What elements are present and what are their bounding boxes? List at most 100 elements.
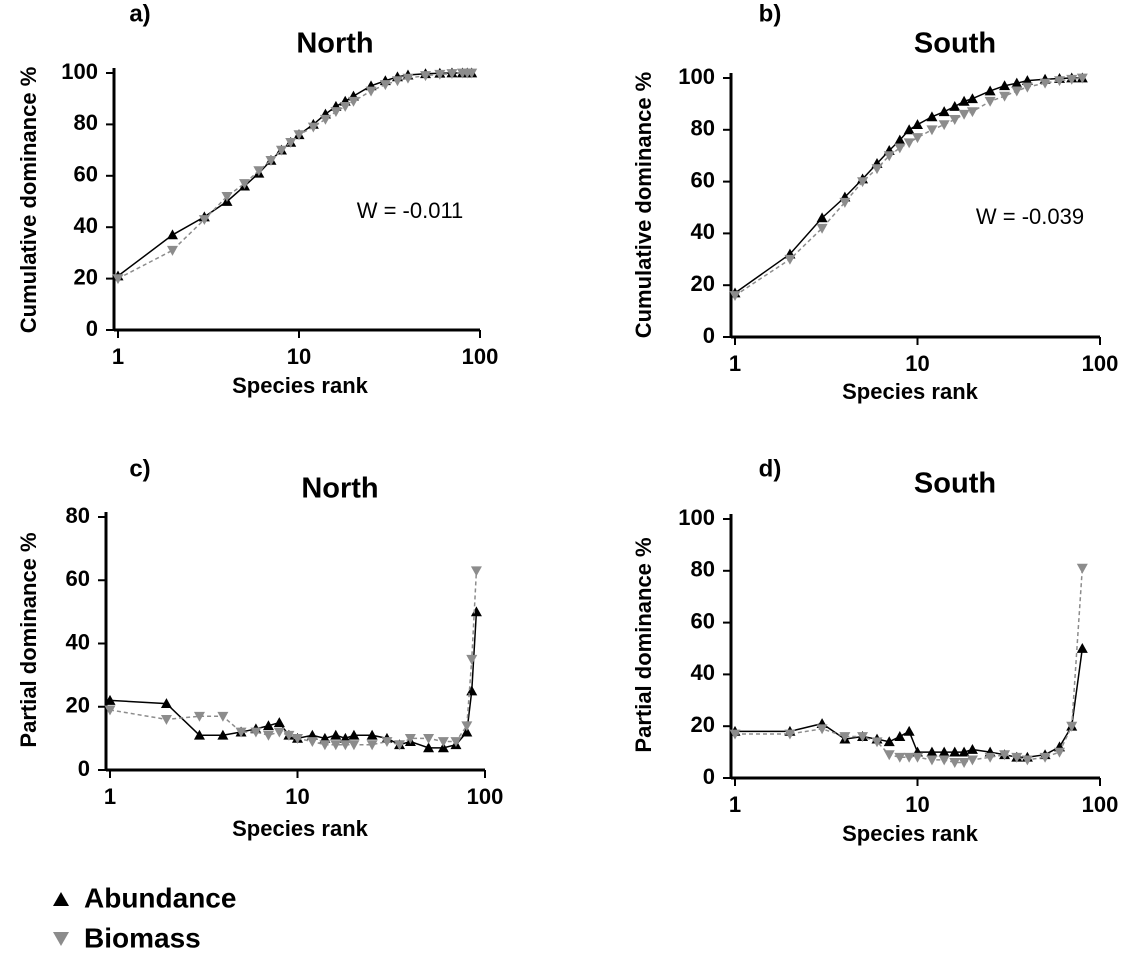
data-point [466,68,478,79]
y-tick-label: 80 [74,110,98,135]
data-point [839,732,851,743]
data-point [912,752,923,763]
chart-title: North [301,473,378,505]
data-point [239,179,251,190]
data-point [966,93,978,104]
data-point [404,733,416,744]
data-point [273,727,285,738]
data-point [391,76,403,87]
data-point [949,115,961,125]
x-tick-label: 10 [287,344,311,369]
data-point [306,737,318,748]
data-point [466,685,478,696]
y-tick-label: 0 [78,756,90,781]
series-line [734,77,1083,294]
y-tick-label: 20 [691,271,715,296]
data-point [423,742,435,753]
data-point [999,91,1011,102]
x-axis-label: Species rank [232,816,369,841]
data-point [262,730,274,741]
x-tick-label: 10 [285,784,309,809]
data-point [938,746,950,757]
x-tick-label: 100 [1082,351,1119,376]
y-axis-label: Cumulative dominance % [16,67,41,334]
x-tick-label: 1 [112,344,124,369]
data-point [912,119,923,130]
data-point [347,96,359,107]
data-point [816,212,828,223]
data-point [903,138,915,149]
data-point [1011,752,1023,763]
data-point [949,100,961,111]
y-tick-label: 40 [66,629,90,654]
data-point [160,715,172,725]
data-point [883,750,895,761]
data-point [235,727,247,738]
series-line [734,77,1083,297]
data-point [470,566,482,577]
data-point [912,133,923,144]
data-point [193,729,205,740]
data-point [193,711,205,722]
data-point [160,698,172,708]
data-point [366,740,378,751]
data-point [250,727,262,738]
data-point [958,109,970,120]
y-tick-label: 20 [66,693,90,718]
data-point [894,143,906,154]
x-tick-label: 100 [1082,792,1119,817]
data-point [926,746,938,757]
data-point [198,215,210,225]
data-point [903,124,915,135]
data-point [423,733,435,744]
data-point [949,746,961,757]
data-point [816,724,828,735]
data-point [926,125,938,136]
data-point [319,114,331,125]
data-point [466,654,478,665]
data-point [958,95,970,106]
data-point [949,758,961,768]
data-point [958,758,970,768]
x-axis-label: Species rank [232,373,369,398]
chart-title: South [914,468,996,500]
data-point [446,69,458,80]
data-point [112,274,124,285]
data-point [394,740,406,751]
y-tick-label: 80 [691,557,715,582]
x-tick-label: 100 [462,344,499,369]
data-point [984,96,996,107]
data-point [999,750,1011,761]
legend-marker [53,892,69,906]
data-point [784,729,796,740]
data-point [1076,643,1088,653]
y-tick-label: 40 [691,219,715,244]
y-tick-label: 0 [703,764,715,789]
y-tick-label: 20 [74,264,98,289]
data-point [938,120,950,131]
data-point [903,752,915,763]
data-point [871,737,883,748]
y-tick-label: 20 [691,712,715,737]
data-point [470,606,482,617]
data-point [292,733,303,744]
y-tick-label: 80 [66,503,90,528]
data-point [857,732,869,743]
data-point [729,291,741,302]
legend-marker [53,932,69,946]
panel-label: b) [759,0,782,27]
data-point [857,177,869,188]
data-point [330,107,342,118]
y-tick-label: 100 [61,59,98,84]
y-axis-label: Partial dominance % [631,537,656,752]
data-point [273,717,285,727]
series-line [735,648,1084,759]
data-point [1039,78,1051,89]
data-point [461,721,473,732]
data-point [166,245,178,256]
x-tick-label: 100 [467,784,504,809]
y-tick-label: 40 [74,213,98,238]
data-point [265,155,277,166]
data-point [104,694,116,705]
